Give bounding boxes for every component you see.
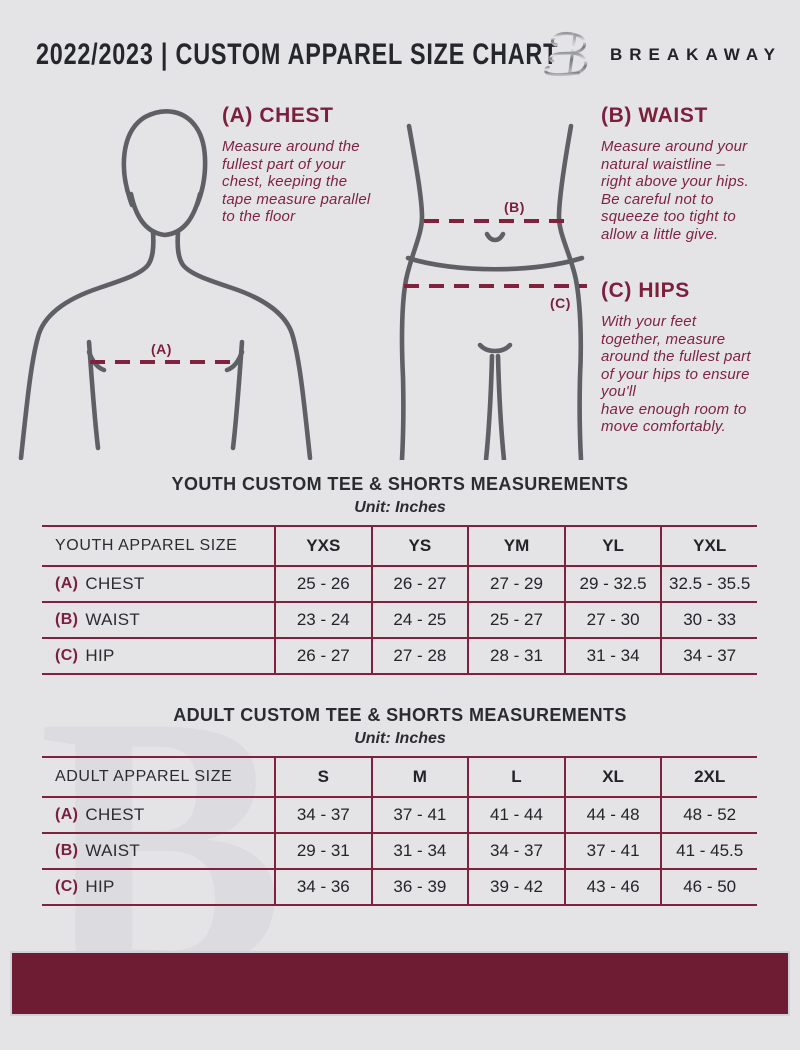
measurement-cell: 36 - 39 [370, 870, 468, 904]
measurement-cell: 24 - 25 [370, 603, 468, 637]
measurement-cell: 37 - 41 [370, 798, 468, 832]
measurement-cell: 26 - 27 [370, 567, 468, 601]
measurement-cell: 37 - 41 [563, 834, 661, 868]
chest-marker-label: (A) [151, 341, 172, 357]
measurement-cell: 44 - 48 [563, 798, 661, 832]
adult-section-unit: Unit: Inches [354, 730, 446, 747]
youth-section-title: YOUTH CUSTOM TEE & SHORTS MEASUREMENTS [171, 474, 629, 494]
hip-marker-label: (C) [550, 295, 571, 311]
adult-size-col-header: XL [563, 758, 661, 796]
measurement-cell: 30 - 33 [660, 603, 757, 637]
measurement-cell: 23 - 24 [274, 603, 371, 637]
measurement-cell: 34 - 37 [274, 798, 371, 832]
measurement-cell: 25 - 26 [274, 567, 371, 601]
measurement-cell: 25 - 27 [467, 603, 564, 637]
youth-size-table: YOUTH APPAREL SIZE YXS YS YM YL YXL (A) … [42, 525, 757, 675]
adult-size-col-header: 2XL [660, 758, 757, 796]
measurement-cell: 27 - 28 [370, 639, 468, 673]
measurement-cell: 27 - 30 [563, 603, 661, 637]
youth-section-unit: Unit: Inches [354, 499, 446, 516]
row-marker: (B) [55, 842, 79, 859]
row-label: (C) HIP [42, 870, 274, 904]
chest-measure-line [90, 360, 237, 364]
page-title: 2022/2023 | CUSTOM APPAREL SIZE CHART [36, 38, 559, 71]
adult-size-table: ADULT APPAREL SIZE S M L XL 2XL (A) CHES… [42, 756, 757, 906]
youth-table-header-row: YOUTH APPAREL SIZE YXS YS YM YL YXL [42, 525, 757, 565]
youth-size-col-header: YS [370, 527, 468, 565]
measurement-cell: 46 - 50 [660, 870, 757, 904]
youth-chest-row: (A) CHEST 25 - 26 26 - 27 27 - 29 29 - 3… [42, 565, 757, 601]
torso-figure-illustration [18, 109, 313, 460]
row-name: CHEST [85, 805, 145, 824]
row-name: HIP [85, 646, 115, 665]
measurement-cell: 34 - 37 [660, 639, 757, 673]
measurement-cell: 26 - 27 [274, 639, 371, 673]
measurement-cell: 29 - 32.5 [563, 567, 661, 601]
adult-size-col-header: M [370, 758, 468, 796]
brand-logo: BREAKAWAY [540, 18, 780, 92]
adult-section-title: ADULT CUSTOM TEE & SHORTS MEASUREMENTS [173, 705, 627, 725]
chest-heading: (A) CHEST [222, 104, 334, 127]
row-marker: (B) [55, 611, 79, 628]
measurement-cell: 28 - 31 [467, 639, 564, 673]
waist-description: Measure around your natural waistline – … [601, 138, 749, 243]
youth-size-col-header: YXS [274, 527, 371, 565]
chest-description: Measure around the fullest part of your … [222, 138, 371, 225]
youth-size-col-header: YXL [660, 527, 757, 565]
row-label: (B) WAIST [42, 834, 274, 868]
row-label: (A) CHEST [42, 567, 274, 601]
row-label: (B) WAIST [42, 603, 274, 637]
row-label: (C) HIP [42, 639, 274, 673]
row-name: WAIST [85, 610, 141, 629]
breakaway-b-icon [544, 31, 588, 77]
footer-accent-bar [10, 951, 790, 1016]
adult-size-col-header: L [467, 758, 564, 796]
measurement-cell: 34 - 37 [467, 834, 564, 868]
adult-waist-row: (B) WAIST 29 - 31 31 - 34 34 - 37 37 - 4… [42, 832, 757, 868]
waist-marker-label: (B) [504, 199, 525, 215]
row-label: (A) CHEST [42, 798, 274, 832]
row-marker: (A) [55, 806, 79, 823]
measurement-cell: 31 - 34 [563, 639, 661, 673]
youth-hip-row: (C) HIP 26 - 27 27 - 28 28 - 31 31 - 34 … [42, 637, 757, 673]
adult-table-header-label: ADULT APPAREL SIZE [55, 768, 233, 785]
youth-waist-row: (B) WAIST 23 - 24 24 - 25 25 - 27 27 - 3… [42, 601, 757, 637]
measurement-cell: 32.5 - 35.5 [660, 567, 757, 601]
measurement-cell: 27 - 29 [467, 567, 564, 601]
youth-size-col-header: YL [563, 527, 661, 565]
adult-size-col-header: S [274, 758, 371, 796]
hips-figure-illustration [399, 123, 585, 460]
measurement-cell: 41 - 45.5 [660, 834, 757, 868]
row-name: WAIST [85, 841, 141, 860]
measurement-cell: 29 - 31 [274, 834, 371, 868]
hips-heading: (C) HIPS [601, 279, 690, 302]
adult-hip-row: (C) HIP 34 - 36 36 - 39 39 - 42 43 - 46 … [42, 868, 757, 904]
waist-heading: (B) WAIST [601, 104, 708, 127]
size-chart-page: { "header": { "title": "2022/2023 | CUST… [10, 18, 790, 1016]
measurement-cell: 43 - 46 [563, 870, 661, 904]
waist-measure-line [424, 219, 569, 223]
hip-measure-line [404, 284, 587, 288]
youth-size-col-header: YM [467, 527, 564, 565]
row-marker: (C) [55, 647, 79, 664]
youth-table-header-label: YOUTH APPAREL SIZE [55, 537, 238, 554]
row-name: CHEST [85, 574, 145, 593]
hips-description: With your feet together, measure around … [601, 313, 751, 435]
measurement-cell: 34 - 36 [274, 870, 371, 904]
measurement-cell: 48 - 52 [660, 798, 757, 832]
measurement-cell: 39 - 42 [467, 870, 564, 904]
row-marker: (A) [55, 575, 79, 592]
adult-chest-row: (A) CHEST 34 - 37 37 - 41 41 - 44 44 - 4… [42, 796, 757, 832]
row-name: HIP [85, 877, 115, 896]
brand-name: BREAKAWAY [610, 45, 782, 64]
measurement-cell: 31 - 34 [370, 834, 468, 868]
measurement-cell: 41 - 44 [467, 798, 564, 832]
adult-table-header-row: ADULT APPAREL SIZE S M L XL 2XL [42, 756, 757, 796]
row-marker: (C) [55, 878, 79, 895]
